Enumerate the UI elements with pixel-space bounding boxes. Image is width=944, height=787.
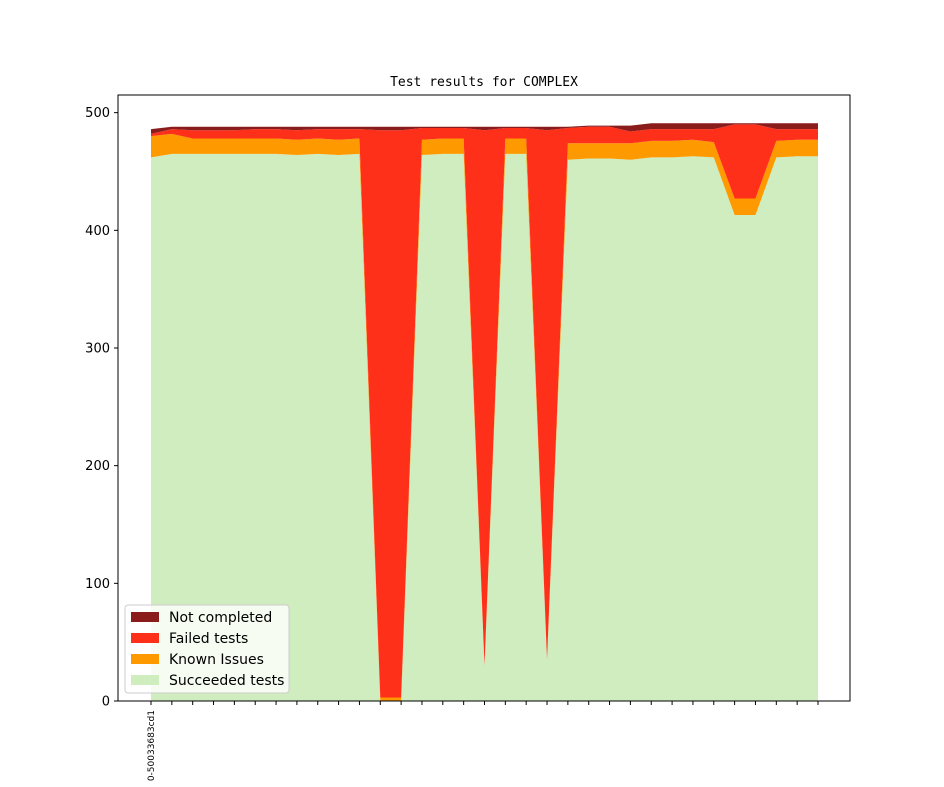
ytick-label: 300 bbox=[85, 341, 110, 356]
ytick-label: 100 bbox=[85, 577, 110, 592]
legend-label-failed-tests: Failed tests bbox=[169, 631, 248, 647]
legend-swatch-succeeded-tests bbox=[131, 675, 159, 685]
legend-swatch-known-issues bbox=[131, 654, 159, 664]
x-axis: 0-50033683cd1 bbox=[147, 701, 819, 781]
y-axis: 0 100 200 300 400 500 bbox=[85, 106, 118, 710]
ytick-label: 0 bbox=[102, 695, 110, 710]
area-failed-tests bbox=[151, 124, 818, 698]
legend-box bbox=[124, 604, 290, 694]
area-succeeded-tests bbox=[151, 153, 818, 701]
legend-label-succeeded-tests: Succeeded tests bbox=[169, 673, 284, 689]
legend: Not completed Failed tests Known Issues Suc… bbox=[124, 604, 290, 694]
legend-swatch-not-completed bbox=[131, 612, 159, 622]
chart-title: Test results for COMPLEX bbox=[390, 75, 578, 90]
ytick-label: 500 bbox=[85, 106, 110, 121]
legend-label-known-issues: Known Issues bbox=[169, 652, 264, 668]
stacked-areas bbox=[151, 123, 818, 701]
ytick-label: 200 bbox=[85, 459, 110, 474]
ytick-label: 400 bbox=[85, 224, 110, 239]
legend-label-not-completed: Not completed bbox=[169, 610, 272, 626]
xtick-label: 0-50033683cd1 bbox=[147, 710, 157, 781]
legend-swatch-failed-tests bbox=[131, 633, 159, 643]
area-not-completed bbox=[151, 123, 818, 134]
